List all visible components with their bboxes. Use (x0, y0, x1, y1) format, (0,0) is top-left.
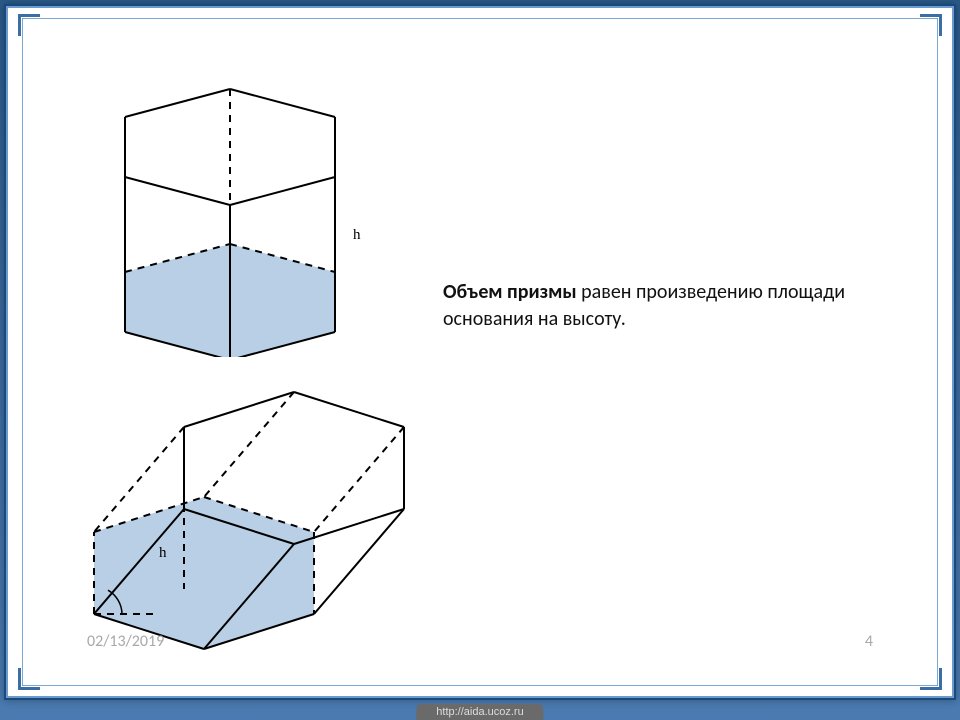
slide-content: h h Объем призмы равен произведению площ… (55, 47, 905, 657)
footer-page-number: 4 (865, 632, 873, 651)
footer-date: 02/13/2019 (87, 632, 164, 651)
oblique-prism-diagram: h (69, 357, 429, 667)
upright-prism-diagram: h (85, 77, 375, 357)
source-link-tab: http://aida.ucoz.ru (416, 704, 543, 720)
caption-text: Объем призмы равен произведению площади … (443, 279, 905, 333)
svg-text:h: h (159, 545, 167, 561)
svg-text:h: h (353, 227, 361, 243)
caption-bold: Объем призмы (443, 280, 577, 304)
slide-inner-frame: h h Объем призмы равен произведению площ… (22, 18, 938, 686)
slide-outer-frame: h h Объем призмы равен произведению площ… (4, 4, 956, 700)
